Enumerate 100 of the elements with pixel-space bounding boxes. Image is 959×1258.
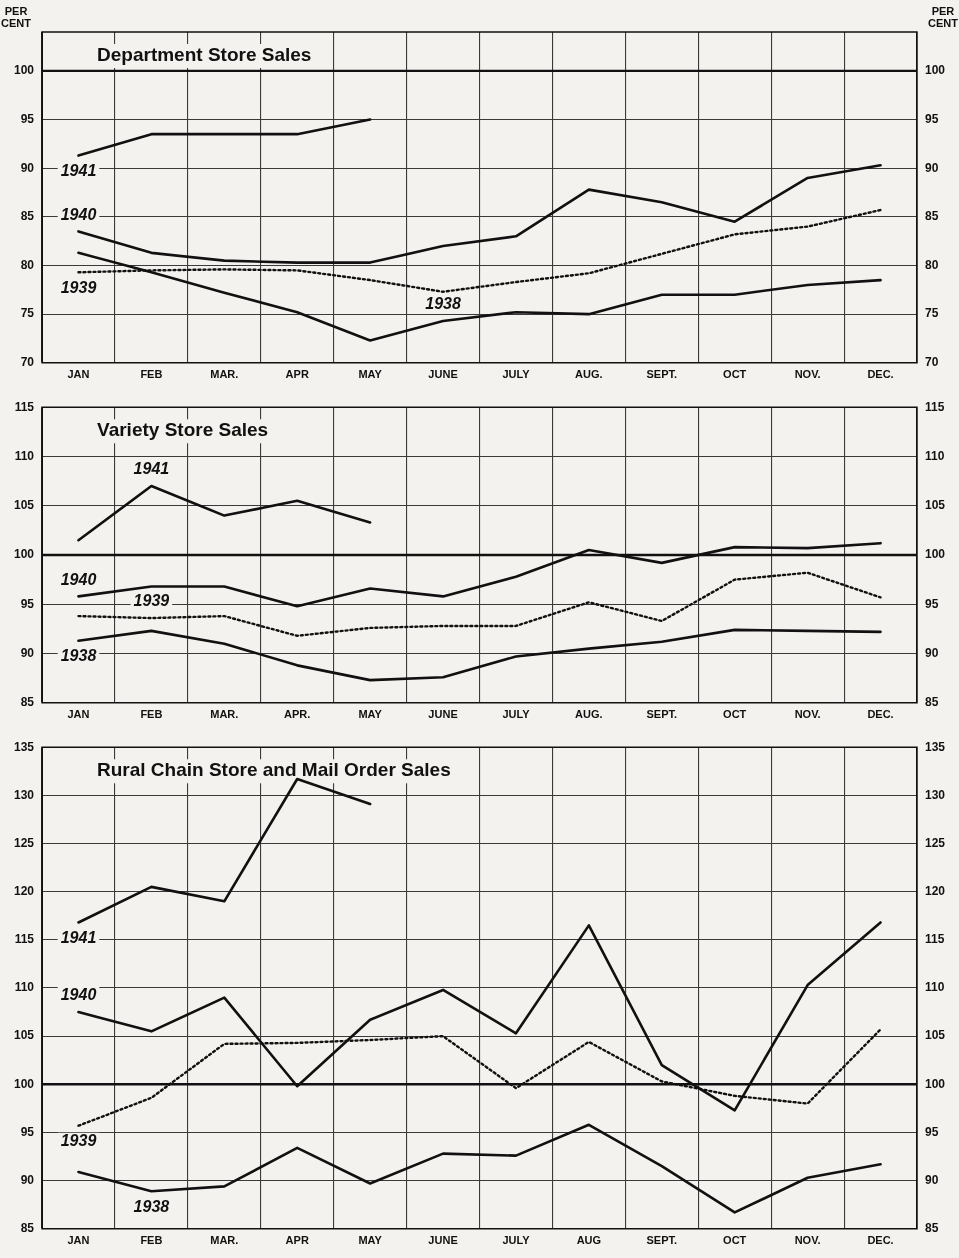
x-tick-label: DEC. xyxy=(867,368,894,381)
x-tick-label: SEPT. xyxy=(646,368,678,381)
y-tick-label: 120 xyxy=(13,883,35,898)
y-tick-label: 95 xyxy=(20,596,35,611)
x-tick-label: FEB xyxy=(140,708,163,721)
y-tick-label: 125 xyxy=(13,835,35,850)
y2-tick-label: 105 xyxy=(924,1028,946,1043)
x-tick-label: OCT xyxy=(723,708,747,721)
text: Department Store Sales xyxy=(97,44,312,66)
x-tick-label: AUG. xyxy=(575,368,603,381)
y2-tick-label: 110 xyxy=(924,980,945,995)
x-tick-label: JAN xyxy=(67,1234,90,1247)
series-label: 1938 xyxy=(133,1197,170,1215)
x-tick-label: MAY xyxy=(358,1234,383,1247)
series-label: 1938 xyxy=(425,295,461,313)
y2-tick-label: 80 xyxy=(924,257,939,272)
y2-tick-label: 135 xyxy=(924,739,946,754)
x-tick-label: APR. xyxy=(284,708,311,721)
y-tick-label: 90 xyxy=(20,160,35,175)
y2-tick-label: 85 xyxy=(924,1221,939,1236)
x-tick-label: DEC. xyxy=(867,708,894,721)
y2-tick-label: 130 xyxy=(924,787,946,802)
y-tick-label: 70 xyxy=(20,355,35,370)
y-tick-label: 100 xyxy=(13,1076,35,1091)
y-tick-label: 105 xyxy=(13,1028,35,1043)
x-tick-label: JUNE xyxy=(428,1234,458,1247)
series-label: 1941 xyxy=(133,460,170,478)
y-tick-label: 110 xyxy=(14,980,35,995)
y2-tick-label: 95 xyxy=(924,596,939,611)
x-tick-label: APR xyxy=(285,1234,309,1247)
x-tick-label: JAN xyxy=(67,708,90,721)
x-tick-label: FEB xyxy=(140,1234,163,1247)
y-tick-label: 85 xyxy=(20,695,35,710)
text: Rural Chain Store and Mail Order Sales xyxy=(97,759,451,781)
y-tick-label: 95 xyxy=(20,111,35,126)
y-tick-label: 75 xyxy=(20,306,35,321)
y-tick-label: 100 xyxy=(13,63,35,78)
series-label: 1941 xyxy=(60,161,97,179)
y2-tick-label: 100 xyxy=(924,63,946,78)
y2-tick-label: 85 xyxy=(924,209,939,224)
x-tick-label: NOV. xyxy=(794,368,821,381)
series-label: 1939 xyxy=(60,278,97,296)
x-tick-label: MAY xyxy=(358,368,383,381)
y2-tick-label: 85 xyxy=(924,695,939,710)
y-tick-label: 115 xyxy=(14,932,35,947)
x-tick-label: JAN xyxy=(67,368,90,381)
y-tick-label: 130 xyxy=(13,787,35,802)
y2-tick-label: 95 xyxy=(924,1124,939,1139)
y-tick-label: 90 xyxy=(20,645,35,660)
y2-tick-label: 75 xyxy=(924,306,939,321)
x-tick-label: JULY xyxy=(502,1234,531,1247)
x-tick-label: DEC. xyxy=(867,1234,894,1247)
y-axis-title: PER CENT xyxy=(1,5,32,30)
text: Variety Store Sales xyxy=(97,419,269,441)
series-label: 1941 xyxy=(60,928,97,946)
x-tick-label: MAR. xyxy=(210,368,239,381)
y2-tick-label: 90 xyxy=(924,1172,939,1187)
y-tick-label: 100 xyxy=(13,547,35,562)
x-tick-label: MAR. xyxy=(210,708,239,721)
x-tick-label: MAY xyxy=(358,708,383,721)
x-tick-label: OCT xyxy=(723,368,747,381)
x-tick-label: SEPT. xyxy=(646,1234,678,1247)
x-tick-label: NOV. xyxy=(794,708,821,721)
x-tick-label: JUNE xyxy=(428,708,458,721)
y2-tick-label: 110 xyxy=(924,448,945,463)
series-label: 1940 xyxy=(60,986,97,1004)
y-tick-label: 115 xyxy=(14,399,35,414)
y2-tick-label: 70 xyxy=(924,355,939,370)
y-tick-label: 135 xyxy=(13,739,35,754)
x-tick-label: FEB xyxy=(140,368,163,381)
series-label: 1940 xyxy=(60,205,97,223)
y2-tick-label: 100 xyxy=(924,547,946,562)
y-tick-label: 80 xyxy=(20,257,35,272)
series-label: 1939 xyxy=(133,592,170,610)
y-tick-label: 105 xyxy=(13,498,35,513)
y-tick-label: 110 xyxy=(14,448,35,463)
y2-tick-label: 100 xyxy=(924,1076,946,1091)
x-tick-label: SEPT. xyxy=(646,708,678,721)
series-label: 1939 xyxy=(60,1132,97,1150)
y-tick-label: 95 xyxy=(20,1124,35,1139)
x-tick-label: NOV. xyxy=(794,1234,821,1247)
x-tick-label: AUG xyxy=(576,1234,602,1247)
y-tick-label: 85 xyxy=(20,1221,35,1236)
y-tick-label: 85 xyxy=(20,209,35,224)
y2-tick-label: 125 xyxy=(924,835,946,850)
x-tick-label: OCT xyxy=(723,1234,747,1247)
x-tick-label: JULY xyxy=(502,368,531,381)
series-label: 1940 xyxy=(60,570,97,588)
x-tick-label: MAR. xyxy=(210,1234,239,1247)
y2-tick-label: 120 xyxy=(924,883,946,898)
x-tick-label: JUNE xyxy=(428,368,458,381)
y2-tick-label: 95 xyxy=(924,111,939,126)
y2-tick-label: 90 xyxy=(924,645,939,660)
x-tick-label: APR xyxy=(285,368,309,381)
y2-tick-label: 90 xyxy=(924,160,939,175)
y2-tick-label: 115 xyxy=(924,399,945,414)
y2-axis-title: PER CENT xyxy=(928,5,959,30)
y-tick-label: 90 xyxy=(20,1172,35,1187)
x-tick-label: AUG. xyxy=(575,708,603,721)
series-label: 1938 xyxy=(60,647,97,665)
